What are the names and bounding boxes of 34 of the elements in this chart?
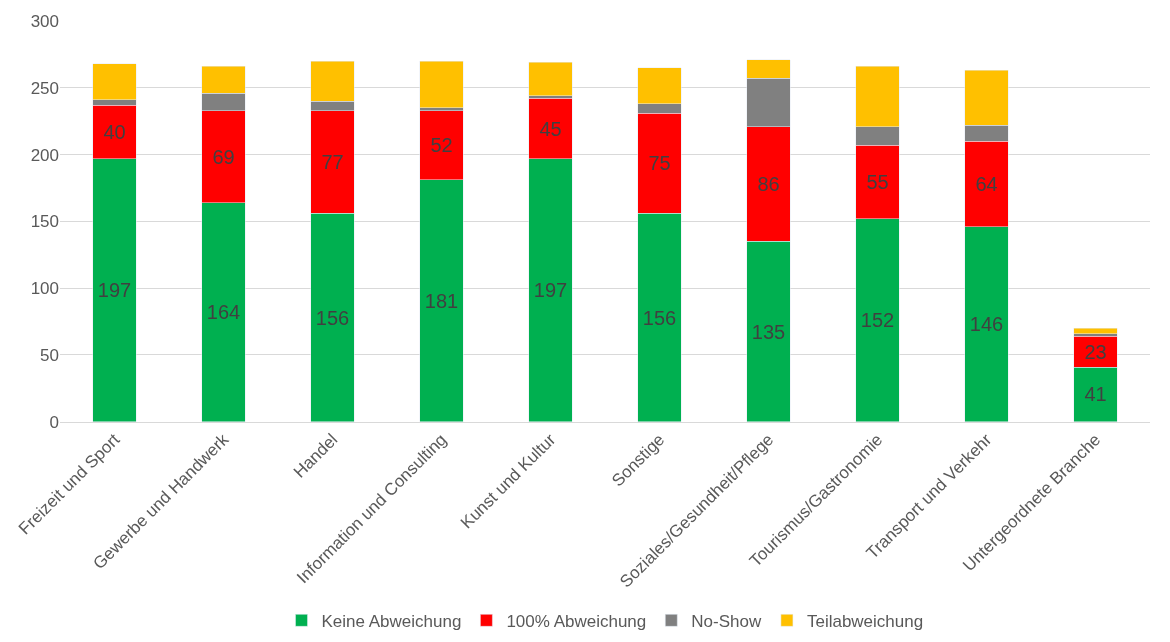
y-tick-label: 100 [30,279,59,299]
y-tick-label: 200 [30,145,59,165]
data-label: 23 [1084,340,1107,363]
y-tick-label: 300 [30,11,59,31]
data-label: 52 [430,134,453,157]
data-label: 41 [1084,383,1107,406]
legend-label: No-Show [691,611,762,631]
data-label: 152 [860,309,895,332]
bar [419,60,464,109]
data-label: 164 [206,301,241,324]
legend-label: Keine Abweichung [321,611,462,631]
y-tick-label: 150 [30,212,59,232]
data-label: 146 [969,313,1004,336]
data-label: 69 [212,145,235,168]
data-label: 45 [539,117,562,140]
data-label: 181 [424,289,459,312]
data-label: 40 [103,120,126,143]
data-label: 86 [757,172,780,195]
data-label: 135 [751,320,786,343]
data-label: 156 [315,306,350,329]
y-tick-label: 250 [30,78,59,98]
data-label: 156 [642,306,677,329]
data-label: 77 [321,150,344,173]
data-label: 197 [533,279,568,302]
data-label: 75 [648,152,671,175]
y-tick-label: 50 [40,345,59,365]
legend-label: 100% Abweichung [506,611,647,631]
y-tick-label: 0 [49,412,59,432]
data-label: 64 [975,172,998,195]
data-label: 55 [866,170,889,193]
bar [1073,328,1118,334]
bar [528,62,573,97]
data-label: 197 [97,279,132,302]
legend-label: Teilabweichung [806,611,924,631]
